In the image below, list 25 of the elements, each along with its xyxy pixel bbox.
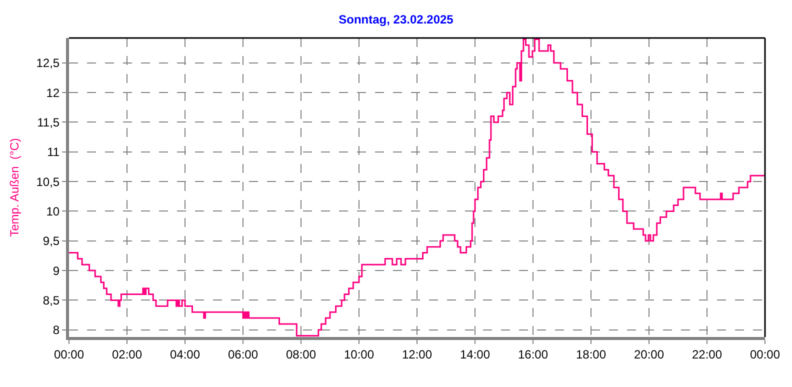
y-tick-label: 9,5 [42,234,60,248]
x-tick-label: 16:00 [518,347,548,362]
x-tick-label: 22:00 [692,347,722,362]
y-axis-title: Temp. Außen (°C) [8,138,22,237]
y-tick-label: 10,5 [36,174,60,189]
x-tick-label: 02:00 [112,347,142,362]
y-tick-label: 12 [46,86,60,100]
x-tick-label: 04:00 [170,347,200,362]
y-tick-label: 12,5 [36,56,60,70]
y-tick-label: 9 [52,264,60,278]
y-tick-label: 8,5 [42,293,60,308]
y-tick-label: 10 [46,204,60,218]
x-tick-label: 00:00 [750,347,780,362]
x-tick-label: 10:00 [344,347,374,362]
x-tick-label: 08:00 [286,347,316,362]
x-tick-label: 14:00 [460,347,490,362]
y-tick-label: 11 [47,145,60,160]
x-tick-label: 20:00 [634,347,664,362]
x-tick-label: 06:00 [228,347,258,362]
x-tick-label: 00:00 [54,347,84,362]
y-tick-label: 11,5 [37,115,60,130]
y-tick-label: 8 [52,323,60,338]
x-tick-label: 12:00 [402,347,432,362]
x-tick-label: 18:00 [576,347,606,362]
chart-title: Sonntag, 23.02.2025 [338,12,454,27]
